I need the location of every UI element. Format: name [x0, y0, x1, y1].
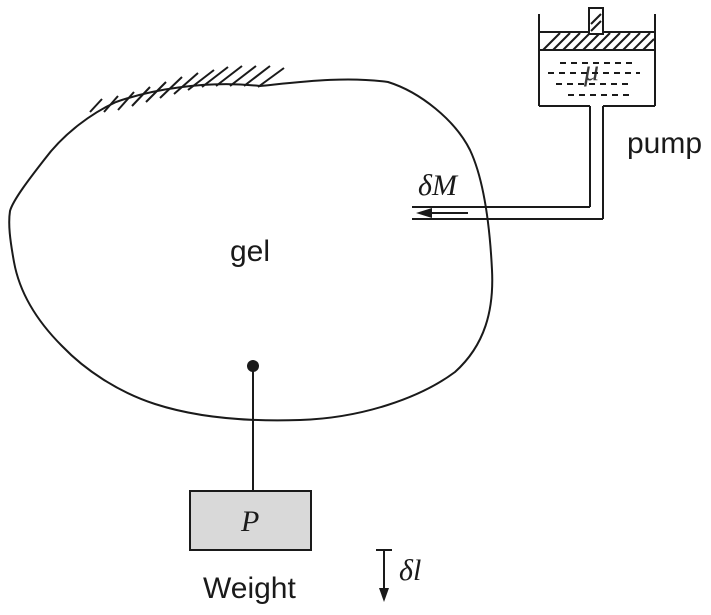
weight-block [189, 490, 312, 551]
displacement-label: δl [399, 554, 421, 587]
chemical-potential-label: μ [583, 54, 599, 87]
pipe [412, 106, 604, 220]
flux-arrow [416, 208, 468, 218]
liquid-dashes [548, 62, 640, 96]
fixed-support-hatching [89, 65, 285, 113]
gel-label: gel [230, 235, 270, 268]
displacement-arrow [376, 549, 392, 602]
pump: μ [538, 7, 656, 107]
flux-label: δM [418, 169, 459, 202]
weight-label: Weight [203, 572, 296, 605]
load-label: P [240, 505, 259, 538]
gel-body [8, 78, 494, 422]
piston-hatching [542, 32, 655, 51]
pump-label: pump [627, 127, 702, 160]
